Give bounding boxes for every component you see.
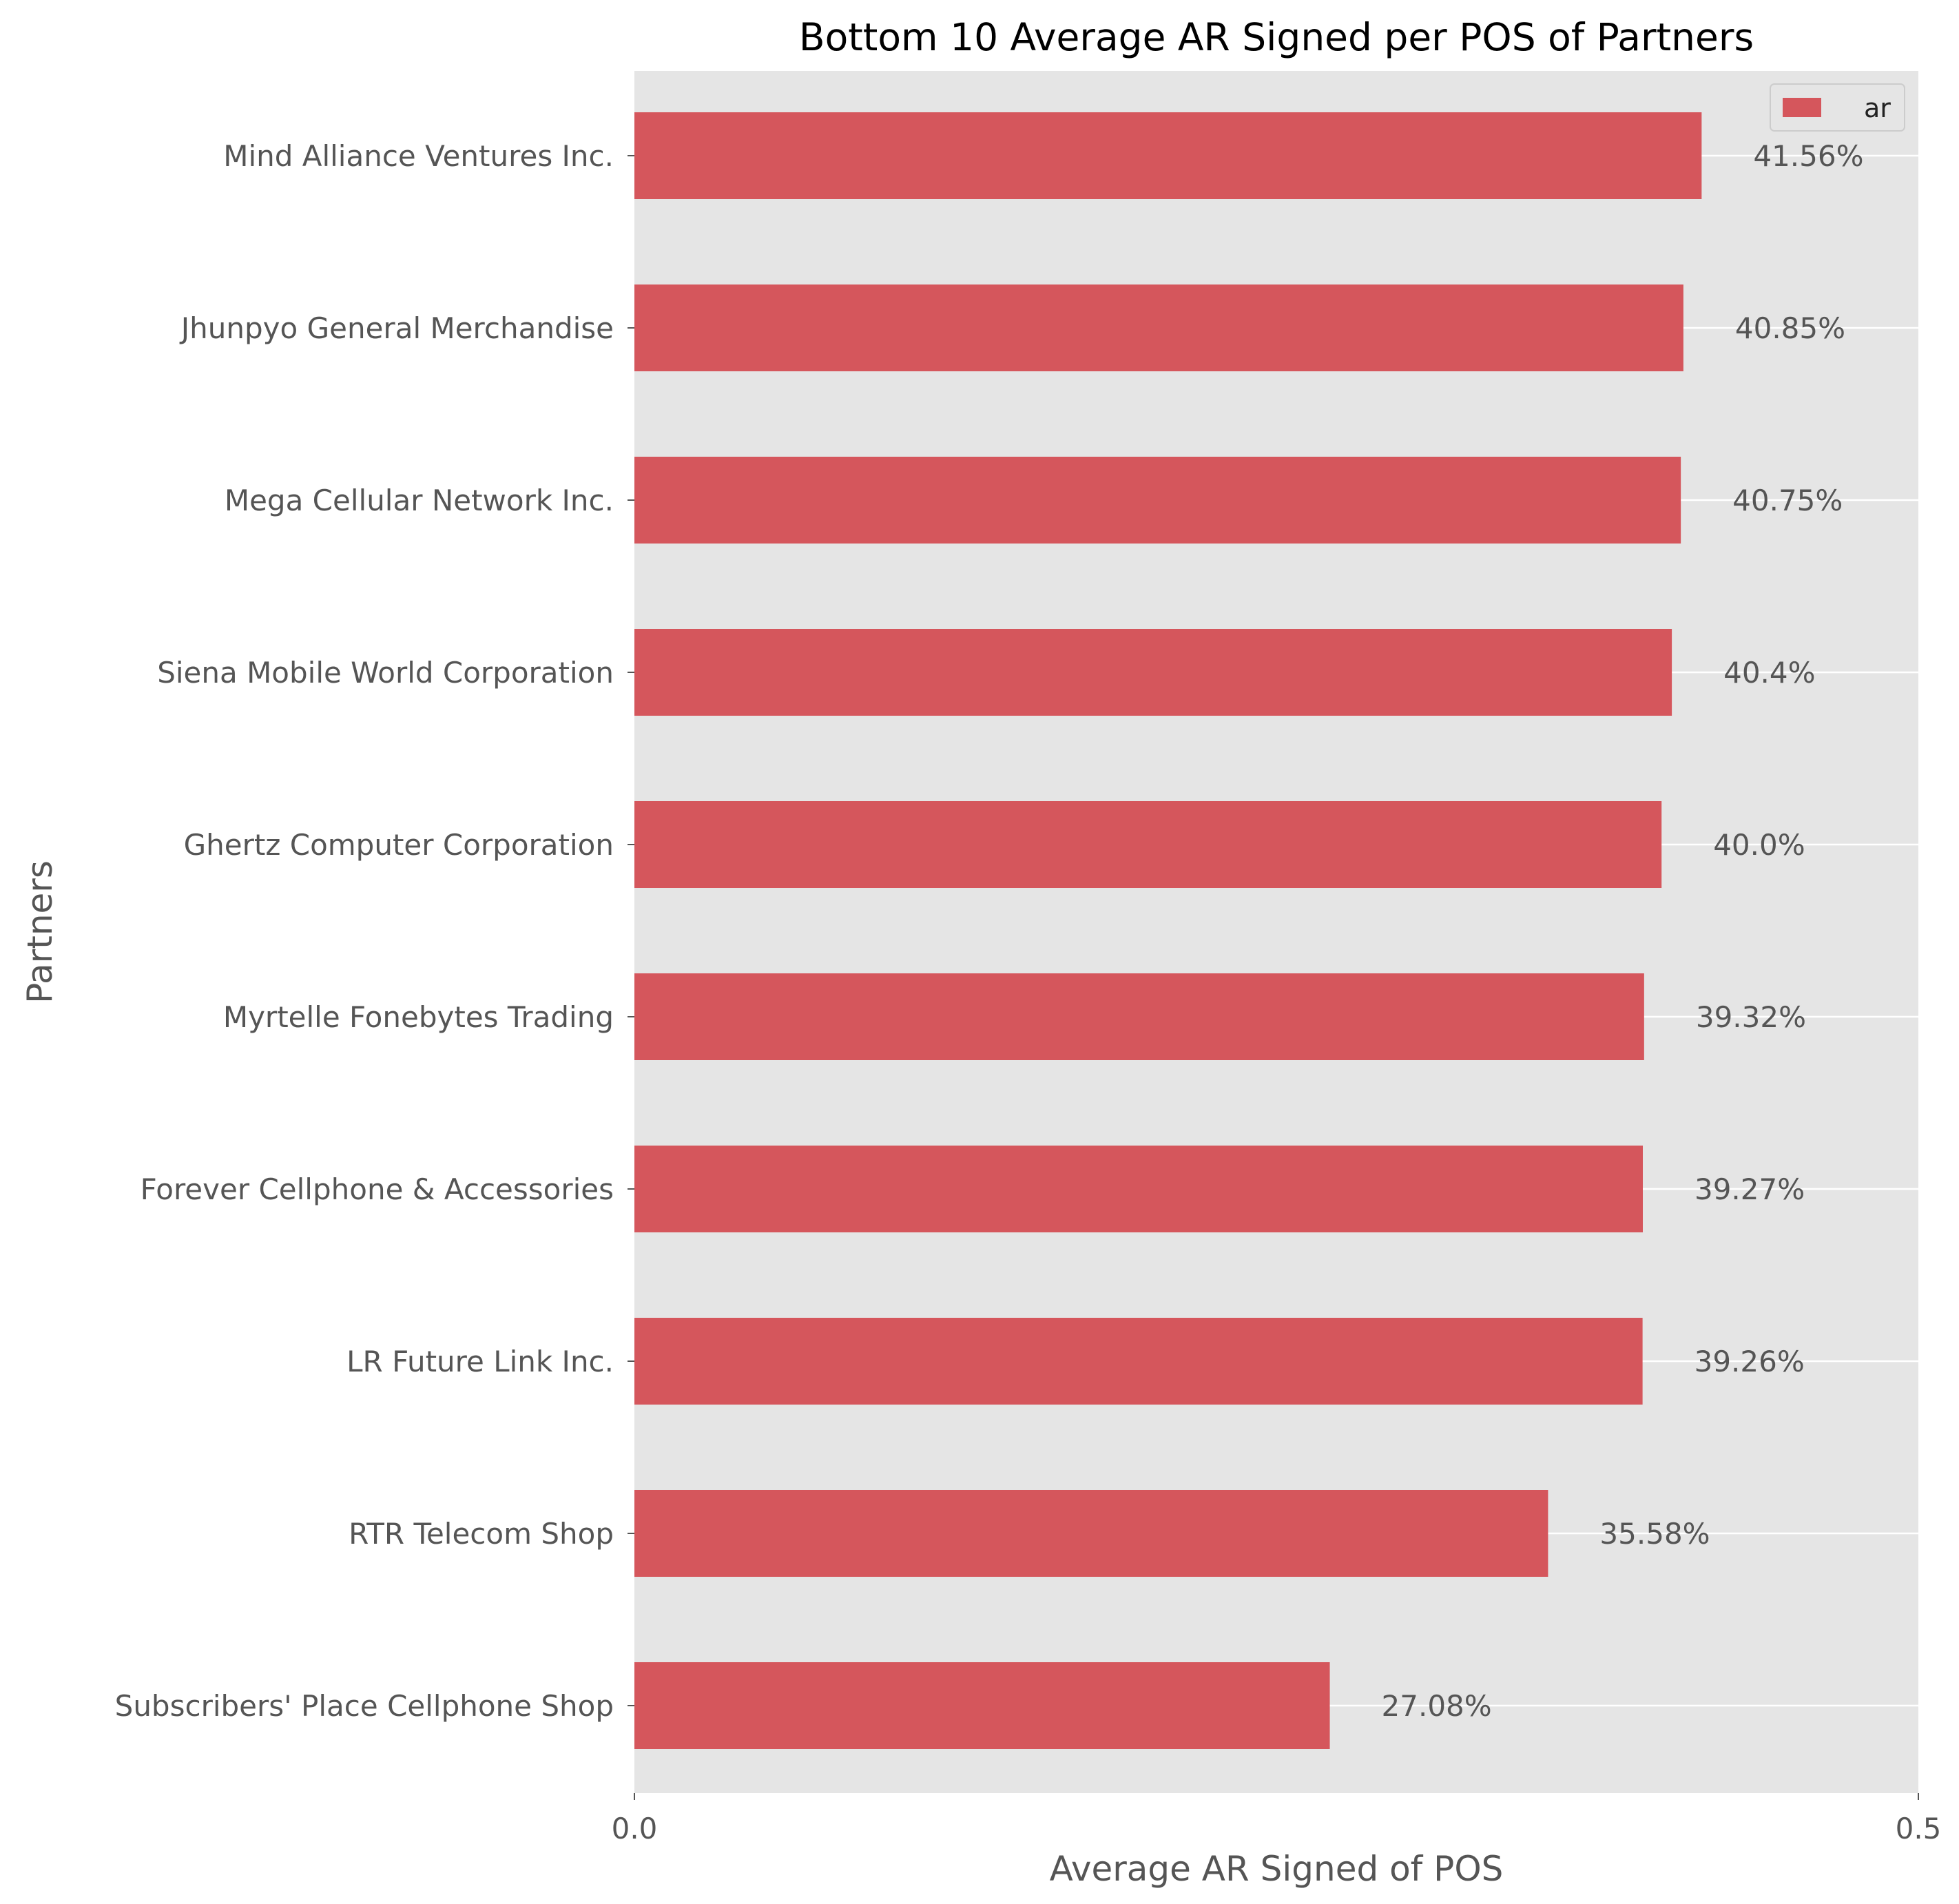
bar [634,629,1672,716]
data-label: 40.85% [1735,311,1845,345]
chart-title: Bottom 10 Average AR Signed per POS of P… [799,15,1754,59]
y-tick-label: Mind Alliance Ventures Inc. [223,139,614,173]
bars [634,112,1702,1749]
data-labels: 27.08% 35.58% 39.26% 39.27% 39.32% 40.0% 40.4%… [1382,139,1864,1723]
y-tick-label: Subscribers' Place Cellphone Shop [115,1689,614,1723]
data-label: 39.32% [1696,1000,1806,1034]
y-tick-label: Jhunpyo General Merchandise [179,311,614,345]
x-tick-label: 0.5 [1896,1812,1942,1845]
y-axis-ticks: Subscribers' Place Cellphone Shop RTR Tel… [115,139,634,1723]
data-label: 27.08% [1382,1689,1492,1723]
data-label: 40.0% [1713,828,1805,862]
data-label: 40.4% [1723,656,1815,690]
data-label: 40.75% [1732,484,1843,517]
bar [634,112,1702,199]
legend: ar [1770,83,1905,132]
bar [634,973,1644,1060]
y-tick-label: Siena Mobile World Corporation [157,656,614,690]
y-tick-label: Ghertz Computer Corporation [184,828,614,862]
bar [634,1662,1330,1749]
data-label: 39.27% [1694,1172,1805,1206]
bar [634,457,1681,544]
legend-box [1770,83,1905,132]
bar [634,284,1683,371]
bar [634,1490,1548,1577]
y-axis-label: Partners [20,860,60,1004]
data-label: 35.58% [1599,1517,1710,1551]
y-tick-label: Myrtelle Fonebytes Trading [223,1000,614,1034]
legend-swatch [1783,98,1821,117]
bar [634,1318,1643,1405]
x-tick-label: 0.0 [612,1812,658,1845]
x-axis-ticks: 0.0 0.5 [612,1793,1942,1845]
data-label: 41.56% [1753,139,1863,173]
y-tick-label: RTR Telecom Shop [349,1517,614,1551]
y-tick-label: LR Future Link Inc. [346,1345,614,1378]
data-label: 39.26% [1694,1345,1805,1378]
x-axis-label: Average AR Signed of POS [1050,1849,1504,1889]
legend-label: ar [1864,93,1891,123]
y-tick-label: Forever Cellphone & Accessories [141,1172,614,1206]
bar [634,1146,1643,1232]
bar [634,801,1662,888]
y-tick-label: Mega Cellular Network Inc. [225,484,614,517]
